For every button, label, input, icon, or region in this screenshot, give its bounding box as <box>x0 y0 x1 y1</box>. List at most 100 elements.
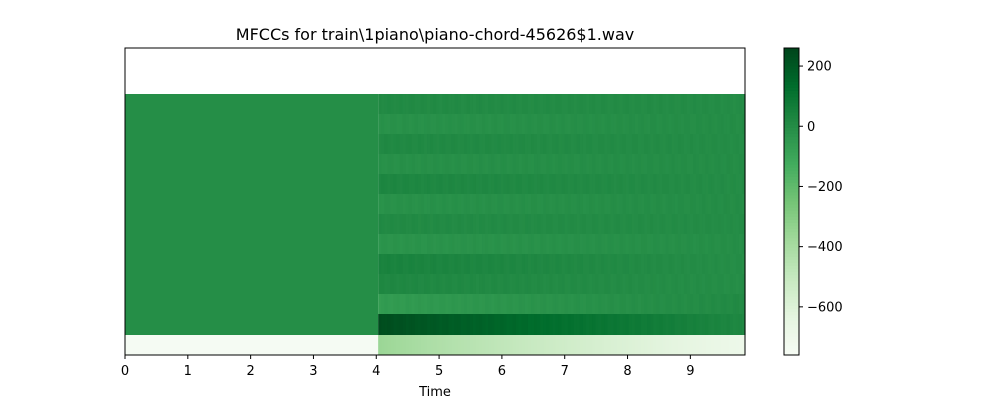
heatmap-cell <box>546 214 550 234</box>
heatmap-cell <box>723 234 728 254</box>
heatmap-cell <box>668 274 673 294</box>
heatmap-cell <box>469 134 474 154</box>
heatmap-cell <box>659 174 664 194</box>
heatmap-cell <box>607 314 612 335</box>
heatmap-cell <box>656 134 661 154</box>
heatmap-cell <box>497 335 502 355</box>
heatmap-cell <box>537 154 541 174</box>
heatmap-cell <box>424 174 428 194</box>
heatmap-cell <box>427 234 431 254</box>
heatmap-cell <box>689 254 694 274</box>
heatmap-cell <box>460 174 465 194</box>
colorbar-segment <box>784 312 799 316</box>
colorbar-segment <box>784 100 799 104</box>
heatmap-cell <box>448 254 453 274</box>
heatmap-cell <box>430 314 434 335</box>
heatmap-cell <box>420 154 425 174</box>
heatmap-cell <box>631 234 636 254</box>
heatmap-cell <box>433 134 437 154</box>
heatmap-cell <box>408 314 413 335</box>
heatmap-cell <box>454 314 459 335</box>
heatmap-cell <box>573 234 578 254</box>
heatmap-cell <box>518 94 523 114</box>
heatmap-cell <box>644 114 648 134</box>
heatmap-cell <box>518 174 523 194</box>
heatmap-cell <box>497 174 502 194</box>
heatmap-cell <box>598 254 602 274</box>
heatmap-cell <box>674 134 679 154</box>
heatmap-cell <box>482 254 486 274</box>
heatmap-cell <box>631 314 636 335</box>
heatmap-cell <box>689 314 694 335</box>
heatmap-cell <box>424 214 428 234</box>
heatmap-cell <box>644 254 648 274</box>
heatmap-cell <box>561 194 566 214</box>
heatmap-cell <box>463 114 468 134</box>
heatmap-cell <box>595 154 599 174</box>
heatmap-cell <box>689 274 694 294</box>
heatmap-cell <box>469 314 474 335</box>
heatmap-cell <box>549 294 554 314</box>
heatmap-cell <box>650 154 654 174</box>
heatmap-cell <box>644 294 648 314</box>
heatmap-cell <box>741 294 746 314</box>
heatmap-cell <box>518 194 523 214</box>
colorbar-segment <box>784 192 799 196</box>
heatmap-cell <box>445 194 450 214</box>
heatmap-cell <box>393 254 398 274</box>
heatmap-cell <box>634 335 639 355</box>
heatmap-cell <box>451 114 456 134</box>
colorbar-segment <box>784 69 799 74</box>
heatmap-cell <box>390 314 395 335</box>
heatmap-cell <box>589 134 593 154</box>
heatmap-cell <box>570 134 575 154</box>
heatmap-cell <box>411 214 416 234</box>
heatmap-cell <box>705 314 709 335</box>
heatmap-cell <box>531 114 535 134</box>
heatmap-cell <box>399 94 404 114</box>
heatmap-cell <box>531 134 535 154</box>
heatmap-cell <box>634 194 639 214</box>
heatmap-cell <box>628 335 633 355</box>
heatmap-cell <box>454 114 459 134</box>
heatmap-cell <box>125 114 379 134</box>
heatmap-cell <box>125 154 379 174</box>
heatmap-cell <box>644 234 648 254</box>
heatmap-cell <box>619 214 624 234</box>
heatmap-cell <box>699 134 703 154</box>
heatmap-cell <box>546 134 550 154</box>
heatmap-cell <box>378 314 382 335</box>
heatmap-cell <box>595 335 599 355</box>
heatmap-cell <box>521 254 526 274</box>
heatmap-cell <box>598 274 602 294</box>
heatmap-cell <box>631 194 636 214</box>
heatmap-cell <box>616 234 621 254</box>
heatmap-cell <box>485 154 489 174</box>
heatmap-cell <box>567 314 572 335</box>
heatmap-cell <box>531 174 535 194</box>
heatmap-cell <box>647 174 651 194</box>
colorbar-segment <box>784 272 799 276</box>
heatmap-cell <box>601 174 605 194</box>
colorbar-segment <box>784 170 799 175</box>
heatmap-cell <box>555 114 560 134</box>
colorbar-segment <box>784 176 799 181</box>
heatmap-cell <box>506 294 511 314</box>
heatmap-cell <box>720 254 725 274</box>
heatmap-cell <box>598 94 602 114</box>
heatmap-cell <box>735 94 740 114</box>
heatmap-cell <box>411 335 416 355</box>
heatmap-cell <box>384 114 388 134</box>
heatmap-cell <box>650 134 654 154</box>
heatmap-cell <box>741 174 746 194</box>
heatmap-cell <box>613 94 618 114</box>
heatmap-cell <box>491 134 495 154</box>
heatmap-cell <box>702 154 706 174</box>
heatmap-cell <box>482 274 486 294</box>
heatmap-cell <box>662 114 667 134</box>
heatmap-cell <box>427 335 431 355</box>
heatmap-cell <box>390 335 395 355</box>
heatmap-cell <box>552 134 557 154</box>
heatmap-cell <box>457 294 462 314</box>
